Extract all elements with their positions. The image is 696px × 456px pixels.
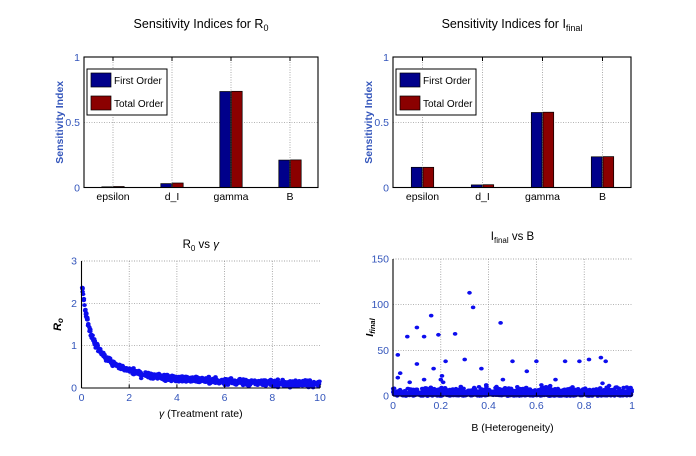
svg-text:1: 1 <box>74 52 80 64</box>
svg-text:0.2: 0.2 <box>433 400 448 412</box>
svg-text:Total Order: Total Order <box>423 99 473 110</box>
svg-text:R0 vs γ: R0 vs γ <box>183 239 221 253</box>
svg-text:gamma: gamma <box>213 191 248 203</box>
svg-text:gamma: gamma <box>525 191 560 203</box>
svg-text:50: 50 <box>377 345 389 357</box>
svg-text:Ro: Ro <box>52 318 65 331</box>
svg-text:2: 2 <box>126 392 132 404</box>
svg-text:8: 8 <box>269 392 275 404</box>
svg-text:γ (Treatment rate): γ (Treatment rate) <box>159 408 243 420</box>
svg-text:150: 150 <box>371 254 389 266</box>
svg-text:0.5: 0.5 <box>65 117 80 129</box>
svg-text:3: 3 <box>71 256 77 268</box>
svg-text:0: 0 <box>390 400 396 412</box>
svg-text:First Order: First Order <box>423 76 471 87</box>
svg-text:0.4: 0.4 <box>481 400 496 412</box>
svg-text:Total Order: Total Order <box>114 99 164 110</box>
svg-text:Sensitivity Indices for Ifinal: Sensitivity Indices for Ifinal <box>442 17 583 33</box>
svg-text:6: 6 <box>222 392 228 404</box>
svg-text:Sensitivity Index: Sensitivity Index <box>363 81 375 164</box>
svg-text:4: 4 <box>174 392 180 404</box>
svg-text:B (Heterogeneity): B (Heterogeneity) <box>471 422 553 434</box>
svg-text:First Order: First Order <box>114 76 162 87</box>
svg-text:1: 1 <box>629 400 635 412</box>
svg-text:d_I: d_I <box>475 191 490 203</box>
svg-text:Sensitivity Indices for R0: Sensitivity Indices for R0 <box>134 17 269 33</box>
svg-text:Ifinal: Ifinal <box>364 317 377 336</box>
svg-text:Ifinal vs B: Ifinal vs B <box>491 231 535 245</box>
svg-text:epsilon: epsilon <box>96 191 129 203</box>
svg-text:1: 1 <box>71 340 77 352</box>
svg-text:2: 2 <box>71 298 77 310</box>
svg-text:B: B <box>286 191 293 203</box>
svg-text:1: 1 <box>383 52 389 64</box>
svg-text:0: 0 <box>71 383 77 395</box>
svg-text:0.8: 0.8 <box>577 400 592 412</box>
svg-text:100: 100 <box>371 299 389 311</box>
svg-text:0.6: 0.6 <box>529 400 544 412</box>
svg-text:epsilon: epsilon <box>406 191 439 203</box>
svg-text:0.5: 0.5 <box>374 117 389 129</box>
svg-text:B: B <box>599 191 606 203</box>
svg-text:0: 0 <box>74 183 80 195</box>
svg-text:10: 10 <box>314 392 326 404</box>
svg-text:d_I: d_I <box>165 191 180 203</box>
svg-text:Sensitivity Index: Sensitivity Index <box>54 81 66 164</box>
svg-text:0: 0 <box>383 391 389 403</box>
svg-text:0: 0 <box>383 183 389 195</box>
svg-text:0: 0 <box>79 392 85 404</box>
